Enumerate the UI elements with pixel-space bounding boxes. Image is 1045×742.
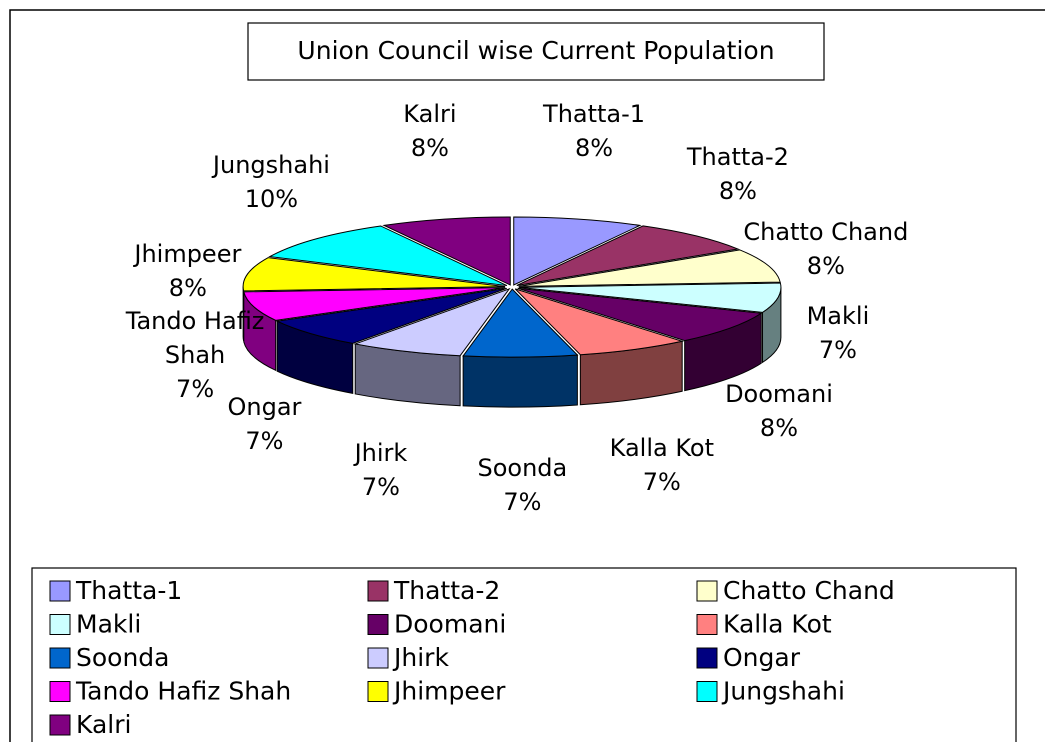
- slice: [514, 288, 685, 356]
- slice-label: Doomani 8%: [694, 377, 864, 445]
- slice-percent: 10%: [244, 184, 299, 213]
- slice-name: Tando Hafiz Shah: [125, 307, 265, 370]
- slice-label: Kalri 8%: [345, 97, 515, 165]
- legend-label: Kalla Kot: [723, 610, 832, 639]
- legend-label: Makli: [76, 610, 141, 639]
- slice-percent: 8%: [168, 274, 207, 303]
- slice-name: Jungshahi: [212, 150, 330, 179]
- slice-percent: 8%: [718, 176, 757, 205]
- slice-name: Makli: [806, 302, 870, 331]
- slice-label: Chatto Chand 8%: [741, 215, 911, 283]
- slice: [268, 225, 508, 287]
- legend-label: Jungshahi: [721, 677, 845, 706]
- slice-percent: 7%: [245, 427, 284, 456]
- legend-swatch: [49, 580, 71, 602]
- slice-label: Jungshahi 10%: [186, 148, 356, 216]
- slice-name: Jhirk: [354, 439, 408, 468]
- slice-percent: 7%: [642, 468, 681, 497]
- slice: [518, 282, 782, 313]
- title-box: [247, 22, 825, 81]
- legend-swatch: [367, 614, 389, 635]
- slice-percent: 8%: [806, 252, 845, 281]
- slice-label: Tando Hafiz Shah 7%: [110, 304, 280, 406]
- slice-percent: 8%: [410, 133, 449, 162]
- legend-label: Jhimpeer: [392, 677, 506, 706]
- slice-percent: 8%: [759, 413, 798, 442]
- legend-label: Thatta-1: [75, 576, 182, 605]
- slice-label: Soonda 7%: [437, 451, 607, 519]
- legend-swatch: [49, 681, 71, 702]
- slice-label: Thatta-2 8%: [653, 140, 823, 208]
- legend-label: Chatto Chand: [723, 576, 895, 605]
- legend-swatch: [49, 714, 71, 736]
- legend-swatch: [696, 580, 718, 602]
- slice: [518, 249, 781, 287]
- slice-label: Makli 7%: [753, 299, 923, 367]
- legend-label: Tando Hafiz Shah: [75, 677, 291, 706]
- legend-label: Thatta-2: [393, 576, 500, 605]
- slice: [242, 257, 506, 292]
- slice: [243, 287, 506, 321]
- slice: [517, 287, 763, 342]
- slice-label: Jhirk 7%: [296, 436, 466, 504]
- slice-name: Jhimpeer: [134, 240, 242, 269]
- legend-label: Kalri: [76, 710, 131, 739]
- slice-label: Jhimpeer 8%: [103, 237, 273, 305]
- legend-swatch: [696, 647, 718, 669]
- slice-side: [462, 354, 578, 408]
- legend-label: Doomani: [394, 610, 506, 639]
- legend-label: Jhirk: [392, 643, 449, 672]
- legend-swatch: [367, 681, 389, 702]
- slice-name: Thatta-2: [686, 142, 789, 171]
- legend-swatch: [49, 614, 71, 635]
- slice-name: Doomani: [725, 379, 833, 408]
- chart-title: Union Council wise Current Population: [297, 36, 774, 65]
- slice-label: Ongar 7%: [179, 390, 349, 458]
- slice-name: Chatto Chand: [743, 218, 909, 247]
- slice-percent: 7%: [503, 487, 542, 516]
- slice-name: Kalla Kot: [609, 434, 714, 463]
- legend-label: Soonda: [76, 643, 170, 672]
- slice-name: Ongar: [227, 393, 302, 422]
- slice: [382, 216, 511, 286]
- legend-swatch: [696, 614, 718, 635]
- slice: [513, 216, 642, 286]
- slice-label: Kalla Kot 7%: [577, 431, 747, 499]
- slice: [462, 288, 579, 358]
- slice-name: Kalri: [403, 99, 457, 128]
- slice-label: Thatta-1 8%: [509, 97, 679, 165]
- slice: [516, 225, 740, 286]
- legend-box: [31, 567, 1017, 742]
- slice-name: Soonda: [477, 453, 568, 482]
- slice: [275, 287, 507, 344]
- legend-swatch: [696, 681, 718, 702]
- legend-swatch: [367, 647, 389, 669]
- slice-percent: 7%: [361, 473, 400, 502]
- slice-name: Thatta-1: [543, 99, 646, 128]
- legend-swatch: [49, 647, 71, 669]
- slice-percent: 7%: [176, 375, 215, 404]
- slice: [353, 287, 511, 357]
- legend-label: Ongar: [723, 643, 801, 672]
- slice-percent: 8%: [575, 133, 614, 162]
- slice-percent: 7%: [818, 336, 857, 365]
- legend-swatch: [367, 580, 389, 602]
